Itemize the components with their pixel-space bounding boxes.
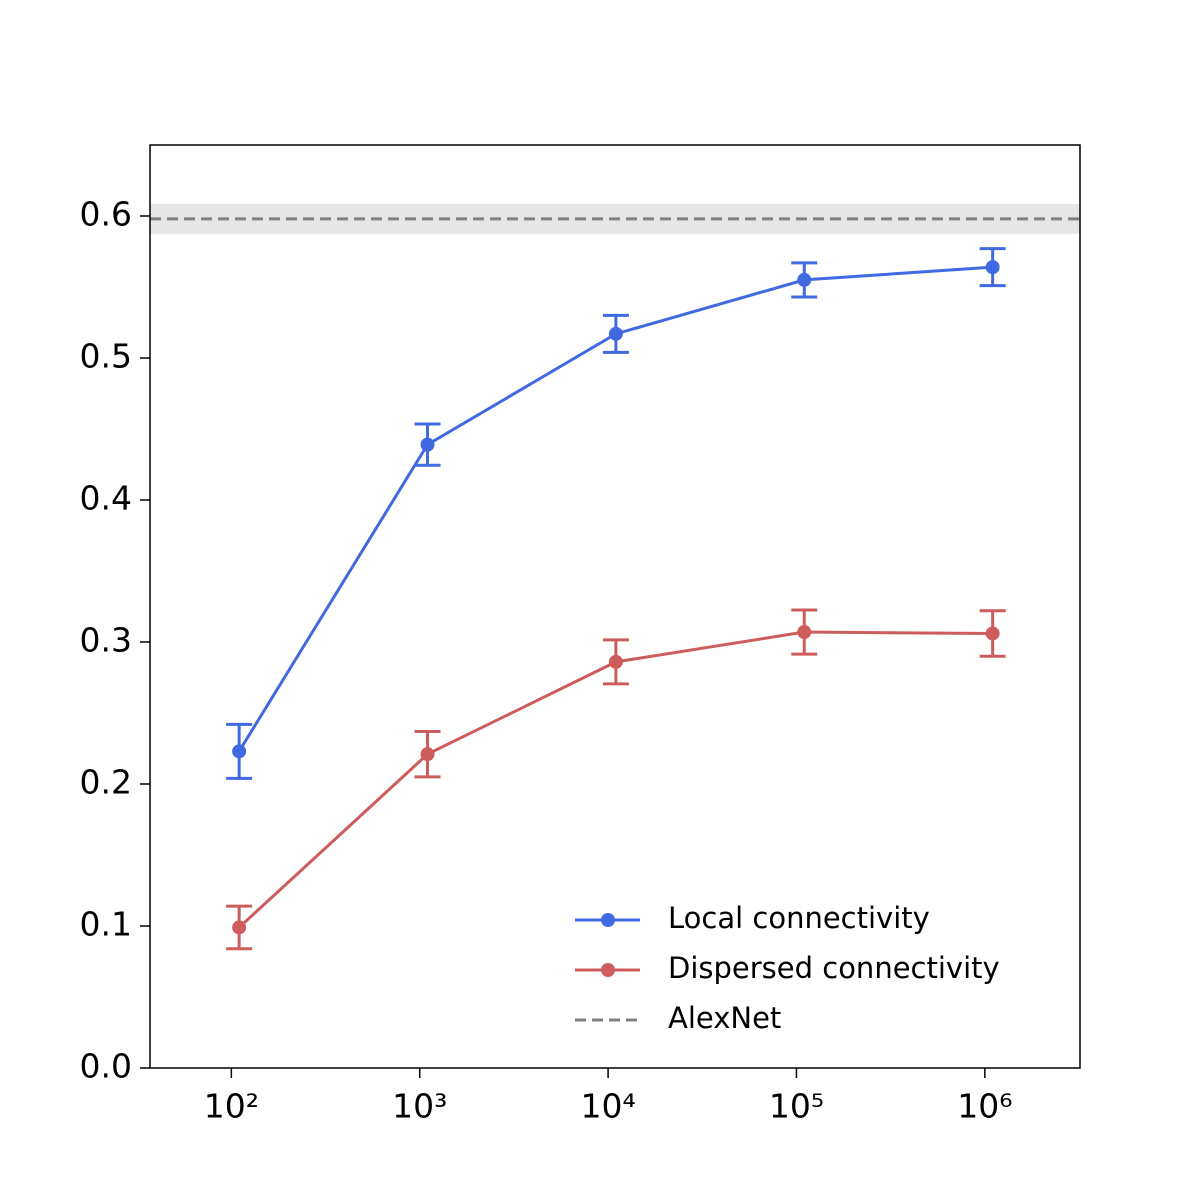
legend-label: Dispersed connectivity	[668, 951, 1000, 985]
legend-label: Local connectivity	[668, 901, 930, 935]
legend-marker	[601, 913, 615, 927]
y-tick-label: 0.0	[80, 1047, 132, 1086]
data-point	[797, 272, 812, 287]
legend-label: AlexNet	[668, 1001, 781, 1035]
y-tick-label: 0.1	[80, 905, 132, 944]
y-tick-label: 0.6	[80, 195, 132, 234]
data-point	[985, 626, 1000, 641]
y-tick-label: 0.4	[80, 479, 132, 518]
data-point	[608, 326, 623, 341]
data-point	[420, 747, 435, 762]
data-point	[232, 744, 247, 759]
data-point	[420, 437, 435, 452]
plot-frame	[149, 144, 1081, 1069]
x-tick-label: 10³	[392, 1087, 447, 1126]
x-tick-label: 10⁶	[957, 1087, 1012, 1126]
x-tick-label: 10⁴	[580, 1087, 635, 1126]
data-point	[797, 625, 812, 640]
y-tick-label: 0.5	[80, 337, 132, 376]
data-point	[232, 920, 247, 935]
legend-marker	[601, 963, 615, 977]
x-tick-label: 10⁵	[769, 1087, 824, 1126]
data-point	[985, 260, 1000, 275]
y-tick-label: 0.3	[80, 621, 132, 660]
x-tick-label: 10²	[204, 1087, 259, 1126]
data-point	[608, 654, 623, 669]
y-tick-label: 0.2	[80, 763, 132, 802]
